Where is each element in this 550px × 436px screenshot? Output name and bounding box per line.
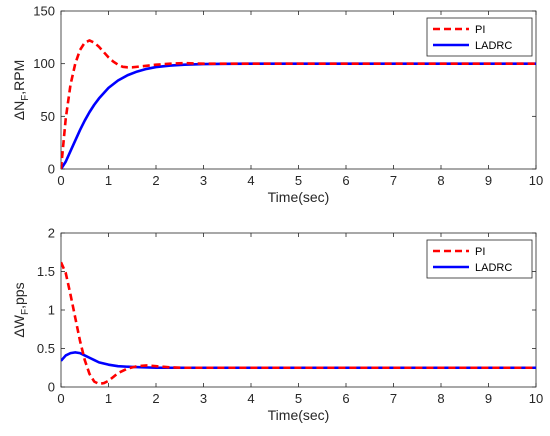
x-tick-label: 5 — [295, 173, 302, 188]
legend-box — [426, 239, 533, 279]
y-axis-label-main: ΔN — [11, 101, 27, 120]
y-tick-label: 1.5 — [37, 264, 55, 279]
x-tick-label: 1 — [105, 391, 112, 406]
x-tick-label: 7 — [390, 391, 397, 406]
y-tick-label: 2 — [48, 226, 55, 241]
legend-label-ladrc: LADRC — [475, 262, 512, 274]
series-line-ladrc — [61, 351, 536, 370]
y-tick-label: 0 — [48, 380, 55, 395]
chart-2: 0 1 2 3 4 5 6 7 8 9 10 0 0.5 1 1.5 2 Time(sec) ΔWF,pps PI L… — [11, 226, 543, 424]
y-axis-label: ΔWF,pps — [11, 282, 31, 337]
legend-label-ladrc: LADRC — [475, 40, 512, 52]
y-tick-label: 150 — [33, 4, 55, 19]
y-axis-label-unit: ,RPM — [11, 60, 27, 95]
legend: PI LADRC — [426, 239, 533, 279]
x-tick-label: 8 — [437, 391, 444, 406]
y-axis-label-subscript: F — [20, 95, 31, 101]
x-tick-label: 3 — [200, 173, 207, 188]
x-tick-label: 10 — [529, 391, 543, 406]
x-axis-label: Time(sec) — [268, 407, 330, 423]
y-axis-label-main: ΔW — [11, 314, 27, 337]
y-tick-label: 0.5 — [37, 341, 55, 356]
series-line-pi — [61, 261, 536, 386]
y-tick-label: 100 — [33, 56, 55, 71]
y-tick-label: 50 — [41, 109, 55, 124]
x-tick-label: 10 — [529, 173, 543, 188]
x-tick-label: 2 — [152, 391, 159, 406]
y-axis-label-subscript: F — [20, 309, 31, 315]
x-tick-label: 1 — [105, 173, 112, 188]
legend-label-pi: PI — [475, 24, 485, 36]
x-tick-label: 4 — [247, 173, 254, 188]
x-tick-label: 5 — [295, 391, 302, 406]
series-line-pi — [61, 39, 536, 169]
x-tick-label: 4 — [247, 391, 254, 406]
chart-1: 0 1 2 3 4 5 6 7 8 9 10050100150Time(sec)ΔNF,RPMPIL… — [11, 4, 543, 206]
x-tick-label: 9 — [485, 391, 492, 406]
x-tick-label: 0 — [57, 173, 64, 188]
y-tick-label: 1 — [48, 303, 55, 318]
x-tick-label: 0 — [57, 391, 64, 406]
y-axis-label: ΔNF,RPM — [11, 60, 31, 121]
y-tick-label: 0 — [48, 162, 55, 177]
legend-box — [426, 17, 533, 57]
y-axis-label-unit: ,pps — [11, 282, 27, 308]
legend-label-pi: PI — [475, 246, 485, 258]
x-tick-label: 2 — [152, 173, 159, 188]
x-tick-label: 6 — [342, 391, 349, 406]
legend: PI LADRC — [426, 17, 533, 57]
x-tick-label: 7 — [390, 173, 397, 188]
x-tick-label: 8 — [437, 173, 444, 188]
x-tick-label: 3 — [200, 391, 207, 406]
x-tick-label: 6 — [342, 173, 349, 188]
x-axis-label: Time(sec) — [268, 189, 330, 205]
x-tick-label: 9 — [485, 173, 492, 188]
